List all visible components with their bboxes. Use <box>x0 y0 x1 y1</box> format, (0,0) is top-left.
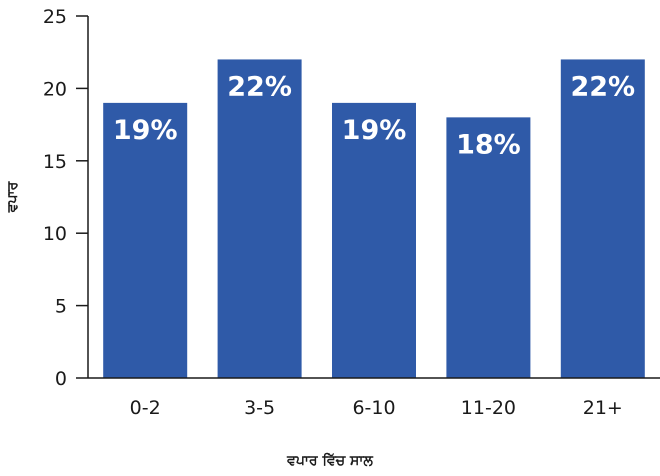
y-tick-label: 5 <box>55 296 67 318</box>
x-tick-label: 6-10 <box>352 397 395 419</box>
y-tick-label: 0 <box>55 368 67 390</box>
x-tick-label: 3-5 <box>244 397 275 419</box>
bar-data-label: 22% <box>227 71 292 102</box>
x-tick-label: 11-20 <box>461 397 516 419</box>
bar-0-2 <box>103 102 188 378</box>
x-axis-title: ਵਪਾਰ ਵਿੱਚ ਸਾਲ <box>286 452 373 469</box>
bar-data-label: 22% <box>570 71 635 102</box>
y-tick-label: 20 <box>43 78 67 100</box>
y-tick-label: 15 <box>43 151 67 173</box>
bar-3-5 <box>217 59 302 378</box>
bar-data-label: 19% <box>113 115 178 146</box>
bar-6-10 <box>332 102 416 378</box>
x-tick-label: 21+ <box>583 397 623 419</box>
bar-data-label: 18% <box>456 129 521 160</box>
x-tick-label: 0-2 <box>130 397 161 419</box>
bar-11-20 <box>446 117 531 379</box>
y-ticks-group: 0 5 10 15 20 25 <box>43 6 88 390</box>
bar-21+ <box>560 59 645 378</box>
axes-group <box>87 16 660 379</box>
bars-group: 19% 22% 19% 18% 22% <box>103 59 645 379</box>
y-tick-label: 10 <box>43 223 67 245</box>
bar-data-label: 19% <box>342 115 407 146</box>
x-ticks-group: 0-2 3-5 6-10 11-20 21+ <box>130 397 623 419</box>
y-axis-title: ਵਪਾਰ <box>5 180 21 213</box>
y-tick-label: 25 <box>43 6 67 28</box>
